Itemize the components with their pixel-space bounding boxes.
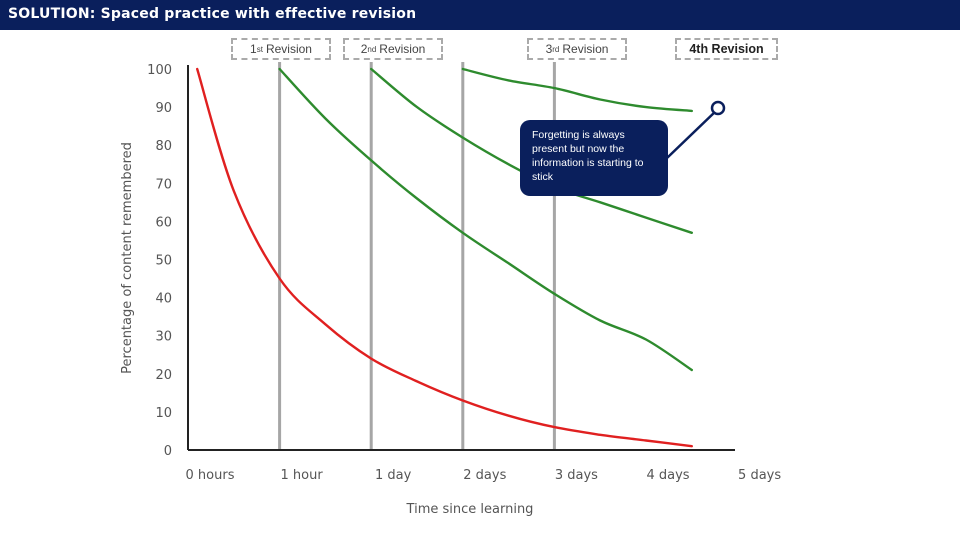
revision-curve-line-1 (278, 67, 693, 372)
y-tick-label-40: 40 (155, 292, 172, 307)
third-revision-text: Revision (562, 42, 609, 56)
x-tick-label-0: 0 hours (186, 468, 235, 483)
second-revision-text: Revision (379, 42, 426, 56)
third-revision-num: 3 (545, 42, 553, 56)
y-tick-label-80: 80 (155, 139, 172, 154)
y-tick-label-60: 60 (155, 215, 172, 230)
x-tick-label-4: 3 days (555, 468, 598, 483)
first-revision-sup: st (256, 44, 263, 54)
third-revision-sup: rd (552, 44, 560, 54)
x-tick-label-6: 5 days (738, 468, 781, 483)
x-tick-label-1: 1 hour (281, 468, 324, 483)
first-revision-num: 1 (250, 42, 257, 56)
fourth-revision-label: 4th Revision (675, 38, 778, 60)
title-bar: SOLUTION: Spaced practice with effective… (0, 0, 960, 30)
callout-text: Forgetting is always present but now the… (532, 129, 644, 183)
y-tick-label-30: 30 (155, 330, 172, 345)
y-tick-label-10: 10 (155, 406, 172, 421)
first-revision-text: Revision (265, 42, 312, 56)
callout-marker-circle (710, 100, 726, 116)
x-tick-label-2: 1 day (375, 468, 412, 483)
x-axis-title: Time since learning (406, 502, 534, 517)
x-tick-label-3: 2 days (463, 468, 506, 483)
callout-box: Forgetting is always present but now the… (520, 120, 668, 196)
y-tick-label-90: 90 (155, 101, 172, 116)
forgetting-curve-line (196, 67, 693, 448)
callout-pointer-line (666, 109, 718, 159)
fourth-revision-text: 4th Revision (689, 42, 764, 56)
second-revision-num: 2 (360, 42, 368, 56)
y-axis-title: Percentage of content remembered (120, 142, 135, 374)
y-tick-label-100: 100 (147, 63, 172, 78)
x-tick-label-5: 4 days (646, 468, 689, 483)
revision-curve-line-3 (461, 67, 693, 113)
y-tick-label-50: 50 (155, 254, 172, 269)
second-revision-sup: nd (367, 44, 377, 54)
y-tick-label-20: 20 (155, 368, 172, 383)
page-title: SOLUTION: Spaced practice with effective… (8, 6, 417, 22)
y-tick-label-0: 0 (164, 444, 172, 459)
y-tick-label-70: 70 (155, 177, 172, 192)
